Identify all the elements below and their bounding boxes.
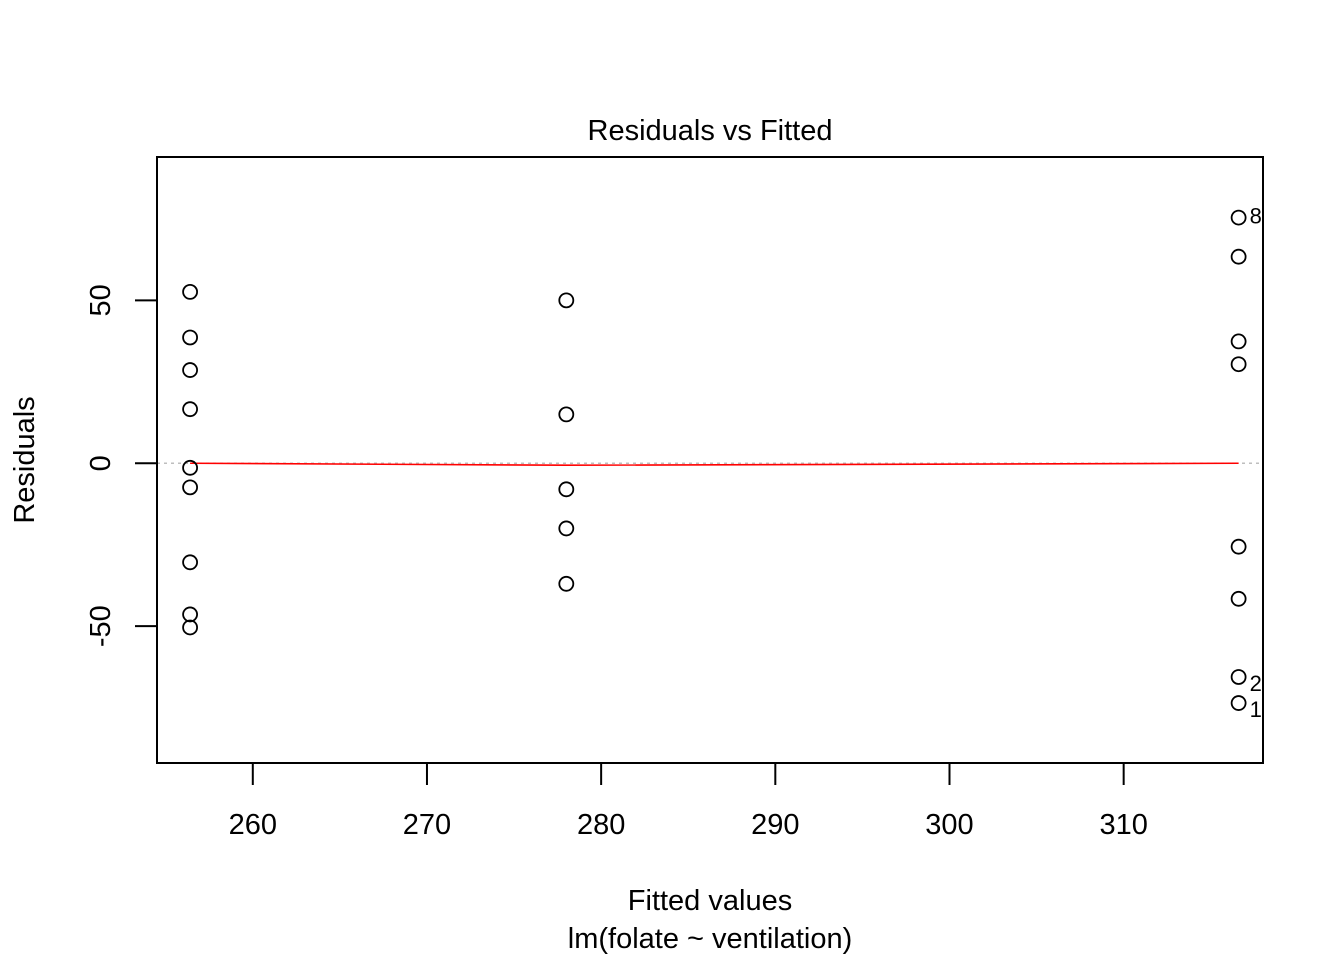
data-point (558, 292, 575, 309)
smoother-layer (190, 462, 1239, 467)
data-point (558, 481, 575, 498)
point-label: 2 (1250, 671, 1262, 696)
data-point (1230, 333, 1247, 350)
plot-frame (156, 156, 1264, 764)
data-point (1230, 209, 1247, 226)
chart-title: Residuals vs Fitted (588, 115, 833, 147)
x-tick-label: 280 (577, 809, 625, 841)
data-point (558, 406, 575, 423)
data-point (1230, 590, 1247, 607)
data-point (182, 329, 198, 346)
point-label: 1 (1250, 697, 1262, 722)
y-tick-label: 50 (85, 284, 117, 316)
point-label: 8 (1250, 204, 1262, 229)
data-point (1230, 248, 1247, 265)
data-point (182, 283, 198, 300)
data-point (182, 479, 198, 496)
data-point (182, 362, 198, 378)
data-point (1230, 538, 1247, 555)
y-tick-label: -50 (85, 605, 117, 647)
data-point (1230, 356, 1247, 373)
data-point (182, 459, 198, 476)
x-axis-label: Fitted values (628, 885, 792, 917)
points-layer (182, 209, 1247, 711)
y-tick-label: 0 (85, 455, 117, 471)
x-tick-label: 270 (403, 809, 451, 841)
data-point (558, 520, 575, 537)
y-axis-label: Residuals (9, 396, 41, 523)
data-point (1230, 695, 1247, 711)
data-point (1230, 669, 1247, 685)
x-axis-sublabel: lm(folate ~ ventilation) (568, 923, 853, 955)
x-tick-label: 290 (751, 809, 799, 841)
x-axis: 260 270 280 290 300 310 (229, 763, 1148, 841)
x-tick-label: 260 (229, 809, 277, 841)
point-labels-layer: 8 21 (1250, 204, 1262, 722)
data-point (182, 619, 198, 636)
data-point (182, 554, 198, 571)
x-tick-label: 300 (925, 809, 973, 841)
data-point (182, 401, 198, 418)
data-point (182, 606, 198, 623)
smoother-line (190, 462, 1239, 467)
data-point (558, 575, 575, 592)
y-axis: -50 0 50 (85, 284, 157, 647)
x-tick-label: 310 (1099, 809, 1147, 841)
